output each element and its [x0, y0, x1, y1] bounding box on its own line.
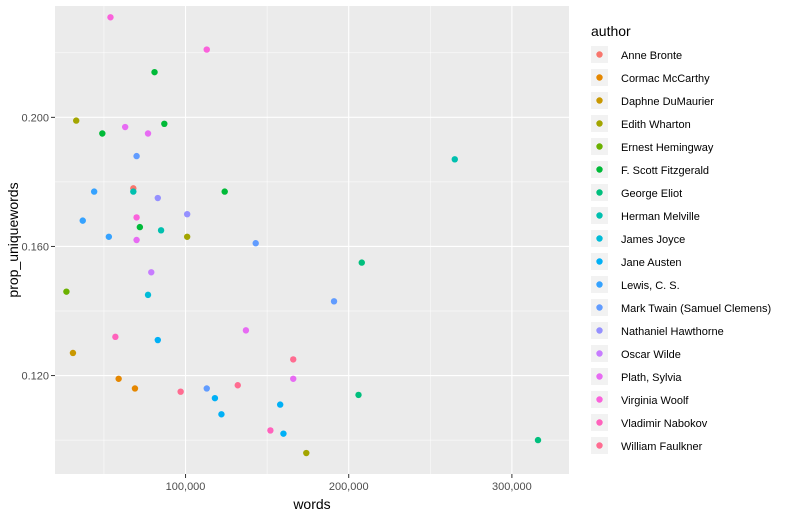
data-point: [133, 236, 140, 244]
data-point: [203, 46, 210, 53]
legend-label: Lewis, C. S.: [621, 280, 680, 292]
data-point: [234, 382, 241, 389]
legend-swatch: [596, 51, 603, 58]
legend-label: Anne Bronte: [621, 50, 682, 62]
data-point: [358, 259, 365, 266]
legend-label: Jane Austen: [621, 257, 682, 269]
legend-label: William Faulkner: [621, 441, 703, 453]
legend-label: George Eliot: [621, 188, 682, 200]
legend-swatch: [596, 304, 603, 311]
plot-panel: [55, 6, 569, 474]
data-point: [534, 436, 542, 444]
data-point: [133, 152, 140, 160]
legend-label: James Joyce: [621, 234, 685, 246]
legend-label: Cormac McCarthy: [621, 73, 710, 85]
data-point: [151, 68, 158, 76]
x-tick-label: 200,000: [329, 481, 369, 493]
legend: Anne Bronte Cormac McCarthy Daphne DuMauri…: [591, 46, 771, 454]
legend-swatch: [596, 212, 603, 219]
legend-label: F. Scott Fitzgerald: [621, 165, 709, 177]
data-point: [267, 427, 274, 434]
legend-swatch: [596, 396, 603, 403]
y-axis-title: prop_uniquewords: [5, 182, 21, 297]
legend-label: Daphne DuMaurier: [621, 96, 714, 108]
legend-label: Herman Melville: [621, 211, 700, 223]
data-point: [130, 188, 137, 195]
data-point: [105, 233, 113, 240]
data-point: [73, 117, 80, 124]
legend-swatch: [596, 419, 603, 426]
legend-swatch: [596, 235, 603, 242]
legend-swatch: [596, 143, 603, 150]
data-point: [203, 385, 210, 392]
legend-label: Oscar Wilde: [621, 349, 681, 361]
legend-label: Ernest Hemingway: [621, 142, 714, 154]
data-point: [136, 223, 144, 231]
legend-label: Vladimir Nabokov: [621, 418, 708, 430]
minor-gridlines: [55, 6, 569, 474]
data-point: [144, 291, 152, 299]
data-point: [154, 194, 161, 202]
y-tick-label: 0.120: [21, 371, 49, 383]
data-point: [183, 210, 191, 218]
data-point: [290, 356, 297, 363]
data-point: [79, 217, 86, 224]
data-point: [69, 349, 77, 357]
data-point: [63, 288, 70, 295]
data-point: [115, 375, 122, 382]
data-point: [218, 411, 225, 418]
legend-swatch: [596, 350, 603, 357]
data-point: [157, 227, 165, 234]
legend-label: Plath, Sylvia: [621, 372, 682, 384]
data-point: [99, 130, 106, 137]
data-point: [90, 188, 98, 195]
data-point: [183, 233, 191, 240]
x-tick-label: 300,000: [492, 481, 532, 493]
data-point: [177, 388, 184, 395]
x-tick-label: 100,000: [166, 481, 206, 493]
legend-label: Nathaniel Hawthorne: [621, 326, 724, 338]
data-point: [451, 156, 458, 163]
legend-swatch: [596, 97, 603, 104]
y-tick-label: 0.200: [21, 112, 49, 124]
legend-swatch: [596, 327, 603, 334]
data-point: [148, 269, 155, 276]
axis-ticks: 100,000 200,000 300,000 0.120 0.160 0.200: [21, 112, 531, 493]
legend-label: Mark Twain (Samuel Clemens): [621, 303, 771, 315]
data-point: [133, 214, 140, 221]
data-point: [107, 14, 114, 21]
legend-swatch: [596, 281, 603, 288]
data-point: [303, 449, 310, 457]
data-point: [121, 123, 129, 131]
legend-swatch: [596, 120, 603, 127]
data-point: [330, 298, 338, 305]
legend-label: Virginia Woolf: [621, 395, 689, 407]
data-point: [355, 391, 362, 399]
data-point: [221, 188, 228, 195]
legend-swatch: [596, 258, 603, 265]
data-points: [63, 14, 542, 457]
data-point: [290, 375, 297, 382]
x-axis-title: words: [292, 496, 330, 512]
legend-swatch: [596, 373, 603, 380]
legend-title: author: [591, 23, 631, 39]
data-point: [131, 385, 139, 392]
legend-swatch: [596, 189, 603, 196]
data-point: [161, 120, 168, 128]
data-point: [276, 401, 284, 408]
major-gridlines: [55, 6, 569, 474]
legend-swatch: [596, 442, 603, 449]
legend-swatch: [596, 74, 603, 81]
legend-label: Edith Wharton: [621, 119, 691, 131]
data-point: [280, 430, 287, 437]
legend-swatch: [596, 166, 603, 173]
data-point: [211, 394, 219, 402]
data-point: [154, 336, 161, 344]
data-point: [144, 130, 152, 137]
data-point: [242, 327, 250, 334]
y-tick-label: 0.160: [21, 241, 49, 253]
data-point: [112, 333, 119, 341]
data-point: [252, 240, 259, 247]
